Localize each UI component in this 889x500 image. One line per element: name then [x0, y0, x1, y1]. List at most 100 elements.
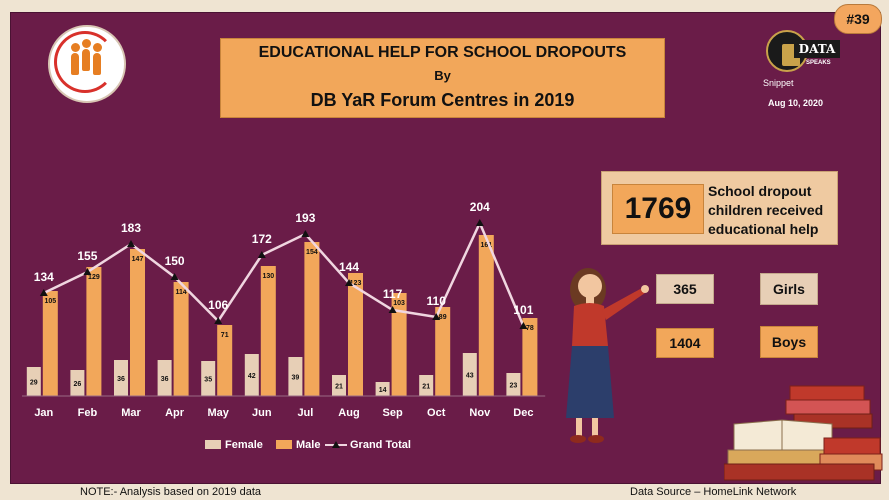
logo-arc: [54, 31, 116, 93]
logo-person-head: [71, 43, 80, 52]
grand-total-marker: [39, 289, 48, 296]
male-data-label: 78: [526, 325, 534, 332]
female-bar: [506, 373, 521, 396]
brand-snippet: Snippet: [763, 78, 794, 88]
grand-total-marker: [519, 322, 528, 329]
male-bar: [173, 282, 189, 396]
grand-total-marker: [475, 219, 484, 226]
x-tick-label: Jun: [252, 407, 272, 419]
x-tick-label: Oct: [427, 407, 446, 419]
grand-total-line: [43, 219, 525, 327]
female-data-label: 35: [204, 377, 212, 384]
title-box: EDUCATIONAL HELP FOR SCHOOL DROPOUTS By …: [220, 38, 665, 118]
issue-badge: #39: [834, 4, 882, 34]
data-speaks-logo: DATA SPEAKS Snippet: [760, 26, 842, 88]
female-bar: [244, 354, 259, 396]
grand-total-marker: [388, 306, 397, 313]
legend-swatch-female: [205, 440, 221, 449]
female-data-label: 21: [422, 384, 430, 391]
grand-total-data-label: 150: [165, 254, 185, 268]
grand-total-data-label: 204: [470, 200, 490, 214]
female-data-label: 23: [510, 383, 518, 390]
forum-logo: [48, 25, 126, 103]
grand-total-data-label: 106: [208, 298, 228, 312]
x-tick-label: Sep: [383, 407, 403, 419]
male-bar: [478, 235, 494, 396]
publish-date: Aug 10, 2020: [768, 98, 824, 108]
grand-total-marker: [432, 313, 441, 320]
male-bar: [86, 267, 102, 396]
total-count: 1769: [612, 184, 704, 234]
male-bar: [130, 249, 145, 396]
x-tick-label: Jul: [297, 407, 313, 419]
male-data-label: 114: [175, 289, 186, 296]
summary-box: 1769 School dropout children received ed…: [601, 171, 838, 245]
female-bar: [114, 360, 128, 396]
books-illustration: [724, 385, 883, 481]
boys-count: 1404: [656, 328, 714, 358]
male-bar: [217, 325, 233, 396]
grand-total-data-label: 117: [383, 287, 403, 301]
female-bar: [26, 367, 41, 396]
logo-person-head: [93, 43, 102, 52]
chart-title-by: By: [434, 68, 451, 83]
grand-total-data-label: 193: [295, 211, 315, 225]
male-data-label: 129: [88, 274, 100, 281]
male-data-label: 161: [480, 242, 492, 249]
female-bar: [332, 375, 346, 396]
grand-total-marker: [83, 268, 92, 275]
grand-total-data-label: 144: [339, 260, 359, 274]
boys-label: Boys: [760, 326, 818, 358]
male-data-label: 123: [350, 280, 362, 287]
female-bar: [375, 382, 390, 396]
female-data-label: 39: [292, 375, 300, 382]
logo-person: [71, 53, 79, 75]
female-data-label: 36: [117, 376, 125, 383]
x-tick-label: Jan: [34, 407, 53, 419]
legend-swatch-male: [276, 440, 292, 449]
legend-label-male: Male: [296, 439, 320, 451]
footnote: NOTE:- Analysis based on 2019 data: [80, 486, 261, 498]
teacher-illustration: [566, 268, 649, 443]
male-bar: [304, 242, 320, 396]
male-bar: [435, 307, 451, 396]
grand-total-data-label: 155: [77, 249, 97, 263]
female-bar: [157, 360, 172, 396]
male-bar: [391, 293, 407, 396]
grand-total-marker: [345, 279, 353, 286]
male-bar: [348, 273, 363, 396]
grand-total-data-label: 134: [34, 270, 54, 284]
female-bar: [462, 353, 477, 396]
chart-subtitle: DB YaR Forum Centres in 2019: [310, 90, 575, 110]
female-bar: [419, 375, 434, 396]
male-data-label: 103: [393, 300, 405, 307]
girls-label: Girls: [760, 273, 818, 305]
data-source: Data Source – HomeLink Network: [630, 486, 797, 498]
grand-total-marker: [170, 273, 179, 280]
female-bar: [288, 357, 303, 396]
brand-word: DATA: [794, 40, 840, 58]
x-tick-label: Aug: [338, 407, 359, 419]
male-data-label: 71: [221, 332, 229, 339]
legend-label-total: Grand Total: [350, 439, 411, 451]
male-data-label: 89: [439, 314, 447, 321]
male-data-label: 105: [44, 298, 56, 305]
legend-label-female: Female: [225, 439, 263, 451]
x-tick-label: Feb: [78, 407, 98, 419]
logo-person-head: [82, 39, 91, 48]
grand-total-data-label: 172: [252, 232, 272, 246]
legend-marker-total: [332, 441, 340, 448]
x-tick-label: Mar: [121, 407, 141, 419]
grand-total-marker: [257, 251, 266, 258]
grand-total-data-label: 110: [427, 294, 447, 308]
brand-speaks: SPEAKS: [806, 60, 831, 66]
grand-total-data-label: 183: [121, 221, 141, 235]
female-data-label: 42: [248, 373, 256, 380]
x-tick-label: Apr: [165, 407, 185, 419]
female-data-label: 26: [74, 381, 82, 388]
summary-text: School dropout children received educati…: [708, 183, 824, 237]
male-bar: [522, 318, 538, 396]
logo-person: [82, 49, 90, 71]
female-data-label: 14: [379, 387, 387, 394]
